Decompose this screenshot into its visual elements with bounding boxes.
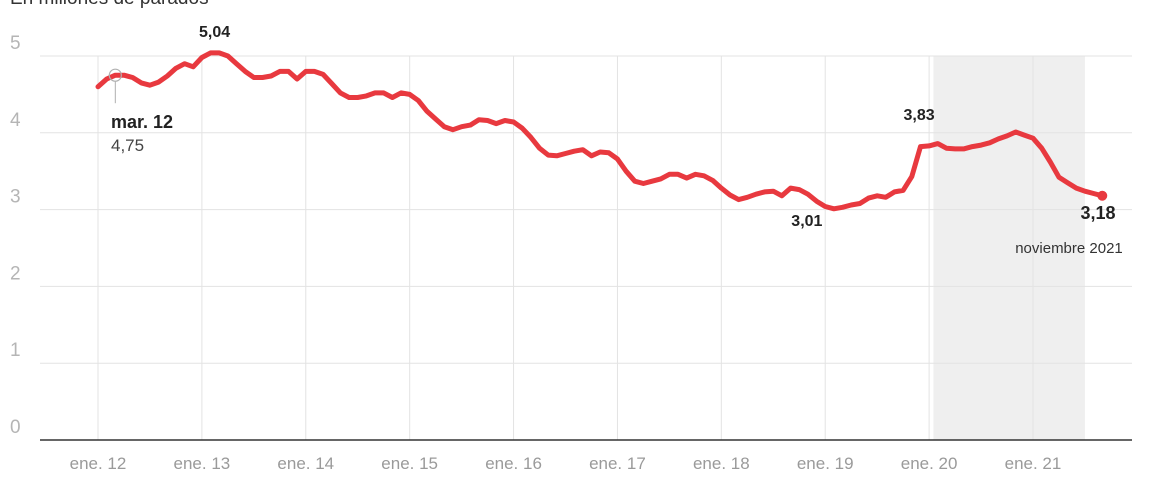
annotation-value-label: 3,01 — [791, 213, 822, 230]
x-tick-label: ene. 21 — [1005, 454, 1062, 473]
y-tick-label: 1 — [10, 340, 21, 361]
annotation-value-label: 3,18 — [1080, 203, 1115, 223]
y-tick-label: 4 — [10, 110, 21, 131]
x-tick-label: ene. 16 — [485, 454, 542, 473]
annotation-date-label: mar. 12 — [111, 112, 173, 132]
x-tick-label: ene. 20 — [901, 454, 958, 473]
x-tick-label: ene. 14 — [277, 454, 334, 473]
x-tick-label: ene. 13 — [174, 454, 231, 473]
chart-subtitle: En millones de parados — [10, 0, 209, 10]
x-tick-label: ene. 19 — [797, 454, 854, 473]
y-tick-label: 3 — [10, 187, 21, 208]
y-tick-label: 0 — [10, 417, 21, 438]
annotation-value-label: 5,04 — [199, 24, 230, 41]
x-tick-label: ene. 18 — [693, 454, 750, 473]
y-tick-label: 2 — [10, 263, 21, 284]
series-line — [95, 50, 1105, 212]
annotation-date-label: noviembre 2021 — [1015, 240, 1123, 257]
series-end-point — [1097, 190, 1108, 201]
y-tick-label: 5 — [10, 33, 21, 54]
x-tick-label: ene. 15 — [381, 454, 438, 473]
x-tick-label: ene. 17 — [589, 454, 646, 473]
annotation-value-label: 4,75 — [111, 136, 144, 155]
x-tick-label: ene. 12 — [70, 454, 127, 473]
highlight-band — [933, 56, 1085, 440]
annotation-value-label: 3,83 — [904, 107, 935, 124]
